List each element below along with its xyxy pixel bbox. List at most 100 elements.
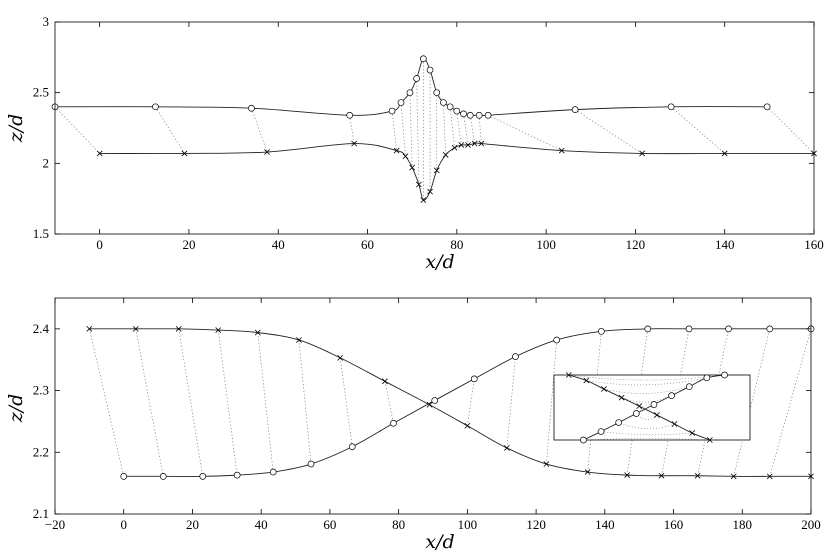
bottom-connector [546, 339, 558, 465]
top-series-1-point [427, 188, 433, 195]
top-series-1-point [465, 142, 471, 148]
top-series-1-point [451, 144, 458, 151]
inset-series-1-point [580, 436, 587, 444]
bottom-series-1-point [233, 471, 241, 479]
bottom-series-1-point [390, 419, 397, 427]
bottom-y-tick-label: 2.3 [33, 383, 49, 398]
top-x-tick-label: 40 [272, 237, 285, 252]
top-x-tick-label: 0 [96, 237, 103, 252]
inset-connector [603, 386, 690, 394]
bottom-series-1-point [598, 327, 605, 335]
bottom-series-0-point [464, 422, 471, 429]
bottom-connector [89, 328, 125, 477]
top-connector [449, 106, 455, 148]
bottom-series-0-point [694, 472, 701, 479]
bottom-connector [339, 357, 353, 447]
top-connector [487, 114, 562, 151]
bottom-x-tick-label: 0 [120, 517, 127, 532]
bottom-x-tick-label: 100 [458, 517, 478, 532]
bottom-series-1-point [553, 336, 561, 344]
top-connector [409, 92, 413, 168]
bottom-series-0-point [132, 325, 139, 332]
inset-series-1-point [721, 371, 728, 379]
top-connector [155, 106, 185, 154]
top-series-0-point [248, 104, 255, 112]
bottom-series-0-point [86, 325, 93, 332]
top-series-line-0 [54, 58, 768, 117]
bottom-connector [733, 328, 771, 477]
inset-series-1-point [597, 428, 605, 435]
inset-series-0-point [706, 437, 713, 443]
top-series-0-point [466, 111, 474, 119]
top-series-0-point [388, 107, 396, 115]
top-series-0-point [453, 107, 461, 115]
bottom-connector [626, 328, 649, 476]
top-series-0-point [419, 55, 427, 63]
top-series-1-point [639, 150, 645, 157]
bottom-series-1-point [512, 353, 519, 360]
bottom-series-1-point [431, 397, 439, 404]
bottom-x-tick-label: 160 [664, 517, 684, 532]
top-series-0-point [406, 89, 414, 97]
bottom-series-1-point [644, 325, 652, 333]
top-series-1-point [264, 149, 270, 155]
inset-series-1-point [703, 374, 711, 382]
bottom-y-tick-label: 2.4 [33, 321, 50, 336]
top-connector [349, 115, 355, 144]
bottom-y-axis-label: z/d [5, 394, 27, 424]
bottom-ticks: −20 0 20 40 60 80 100 120 140 160 180 200 2.1 2.2 2.3 2… [33, 298, 821, 532]
bottom-x-tick-label: 40 [255, 517, 268, 532]
inset-series-0-point [654, 412, 660, 418]
top-series-1-point [420, 197, 427, 203]
bottom-x-tick-label: 180 [733, 517, 753, 532]
bottom-series-1-point [120, 473, 128, 480]
bottom-x-tick-label: 120 [526, 517, 546, 532]
top-series-0-point [446, 103, 454, 111]
top-y-tick-label: 1.5 [33, 226, 49, 241]
bottom-connector [298, 339, 312, 465]
bottom-y-tick-label: 2.1 [33, 506, 49, 521]
top-series-1-point [433, 167, 440, 174]
bottom-y-tick-label: 2.2 [33, 444, 49, 459]
bottom-series-1-point [725, 325, 732, 333]
top-series-0-point [426, 66, 434, 74]
inset-content [565, 371, 728, 444]
inset-series-0-point [671, 421, 678, 427]
inset-series-1-point [650, 401, 658, 408]
bottom-series-0-point [503, 445, 510, 451]
bottom-x-tick-label: 200 [801, 517, 821, 532]
bottom-x-axis-label: x/d [425, 531, 454, 553]
bottom-series-0-point [730, 473, 737, 480]
top-connector [469, 115, 476, 144]
bottom-series-0-point [658, 472, 665, 479]
bottom-series-1-point [307, 460, 315, 468]
bottom-connector [661, 328, 690, 476]
top-x-axis-label: x/d [425, 251, 454, 273]
bottom-series-1-point [348, 443, 356, 451]
bottom-connector [384, 381, 394, 424]
top-series-0-point [413, 75, 420, 82]
inset-series-1-point [615, 419, 623, 426]
inset-series-1-point [668, 392, 675, 399]
top-series-0-point [433, 89, 441, 97]
bottom-series-1-point [470, 375, 478, 383]
bottom-connector [257, 332, 274, 473]
bottom-series-0-point [624, 472, 631, 479]
inset-series-0-point [618, 394, 625, 401]
top-connector [574, 109, 643, 154]
top-series-0-point [152, 103, 159, 111]
bottom-connector [217, 330, 238, 476]
inset-connector [600, 431, 693, 435]
top-series-1-point [402, 153, 409, 160]
bottom-series-0-point [215, 327, 222, 333]
bottom-series-0-point [175, 325, 182, 332]
inset [553, 371, 751, 444]
inset-connector [586, 377, 707, 386]
top-series-1-point [442, 151, 449, 158]
top-series-0-point [571, 106, 579, 113]
top-connector [766, 106, 815, 154]
inset-series-0-point [636, 403, 643, 410]
top-series-1-point [351, 140, 358, 147]
top-y-tick-label: 3 [43, 14, 50, 29]
